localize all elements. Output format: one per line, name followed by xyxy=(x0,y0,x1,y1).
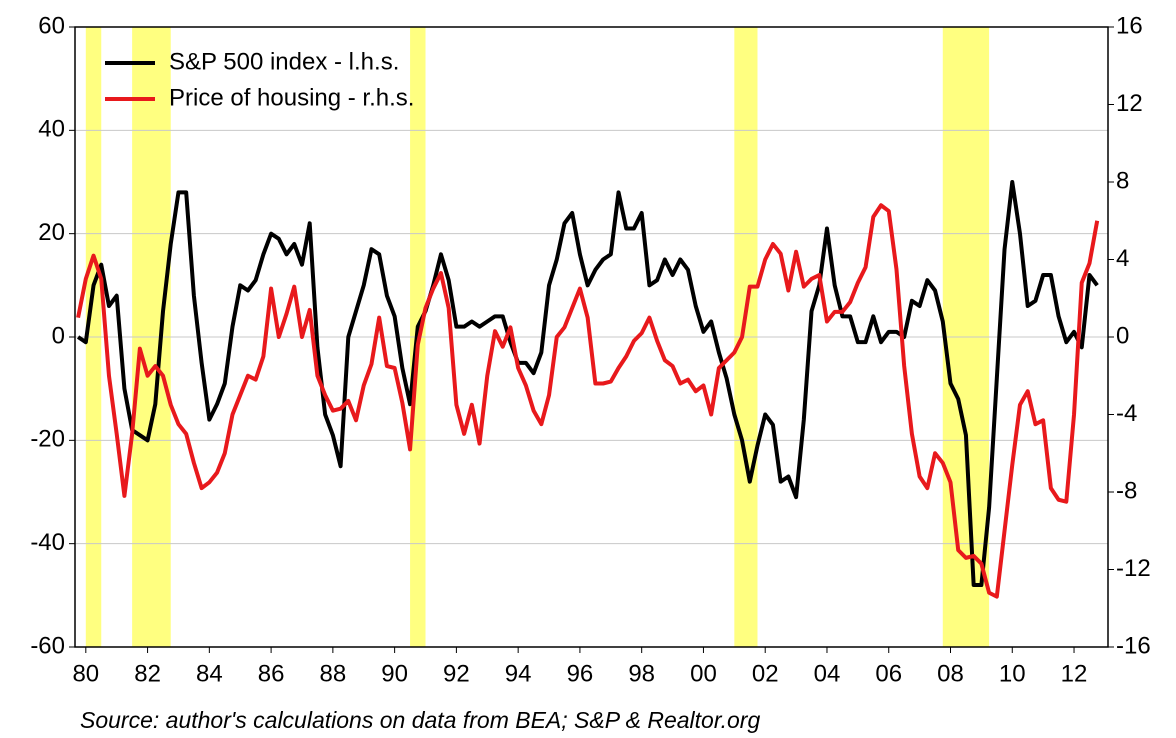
legend-label: S&P 500 index - l.h.s. xyxy=(169,48,399,75)
y2-tick-label: -16 xyxy=(1116,632,1151,659)
x-tick-label: 90 xyxy=(381,660,408,687)
y2-tick-label: -12 xyxy=(1116,555,1151,582)
y2-tick-label: 0 xyxy=(1116,322,1129,349)
y2-tick-label: 4 xyxy=(1116,245,1129,272)
x-tick-label: 08 xyxy=(937,660,964,687)
y2-tick-label: 12 xyxy=(1116,90,1143,117)
x-tick-label: 96 xyxy=(567,660,594,687)
x-tick-label: 94 xyxy=(505,660,532,687)
x-tick-label: 98 xyxy=(628,660,655,687)
source-note: Source: author's calculations on data fr… xyxy=(80,707,760,733)
x-tick-label: 86 xyxy=(258,660,285,687)
x-tick-label: 92 xyxy=(443,660,470,687)
x-tick-label: 12 xyxy=(1061,660,1088,687)
x-tick-label: 84 xyxy=(196,660,223,687)
legend-label: Price of housing - r.h.s. xyxy=(169,84,414,111)
y-tick-label: 60 xyxy=(38,12,65,39)
x-tick-label: 82 xyxy=(134,660,161,687)
series-line xyxy=(76,203,1100,599)
x-tick-label: 06 xyxy=(875,660,902,687)
y2-tick-label: -4 xyxy=(1116,400,1137,427)
x-tick-label: 80 xyxy=(72,660,99,687)
y2-tick-label: -8 xyxy=(1116,477,1137,504)
x-tick-label: 10 xyxy=(999,660,1026,687)
y-tick-label: -20 xyxy=(30,426,65,453)
x-tick-label: 02 xyxy=(752,660,779,687)
x-tick-label: 88 xyxy=(320,660,347,687)
y2-tick-label: 16 xyxy=(1116,12,1143,39)
y-tick-label: -40 xyxy=(30,529,65,556)
x-tick-label: 04 xyxy=(814,660,841,687)
plot-frame xyxy=(74,26,1109,648)
y-tick-label: 0 xyxy=(52,322,65,349)
y-tick-label: 40 xyxy=(38,116,65,143)
y-tick-label: 20 xyxy=(38,219,65,246)
series-line xyxy=(76,180,1099,587)
y2-tick-label: 8 xyxy=(1116,167,1129,194)
x-tick-label: 00 xyxy=(690,660,717,687)
y-tick-label: -60 xyxy=(30,632,65,659)
